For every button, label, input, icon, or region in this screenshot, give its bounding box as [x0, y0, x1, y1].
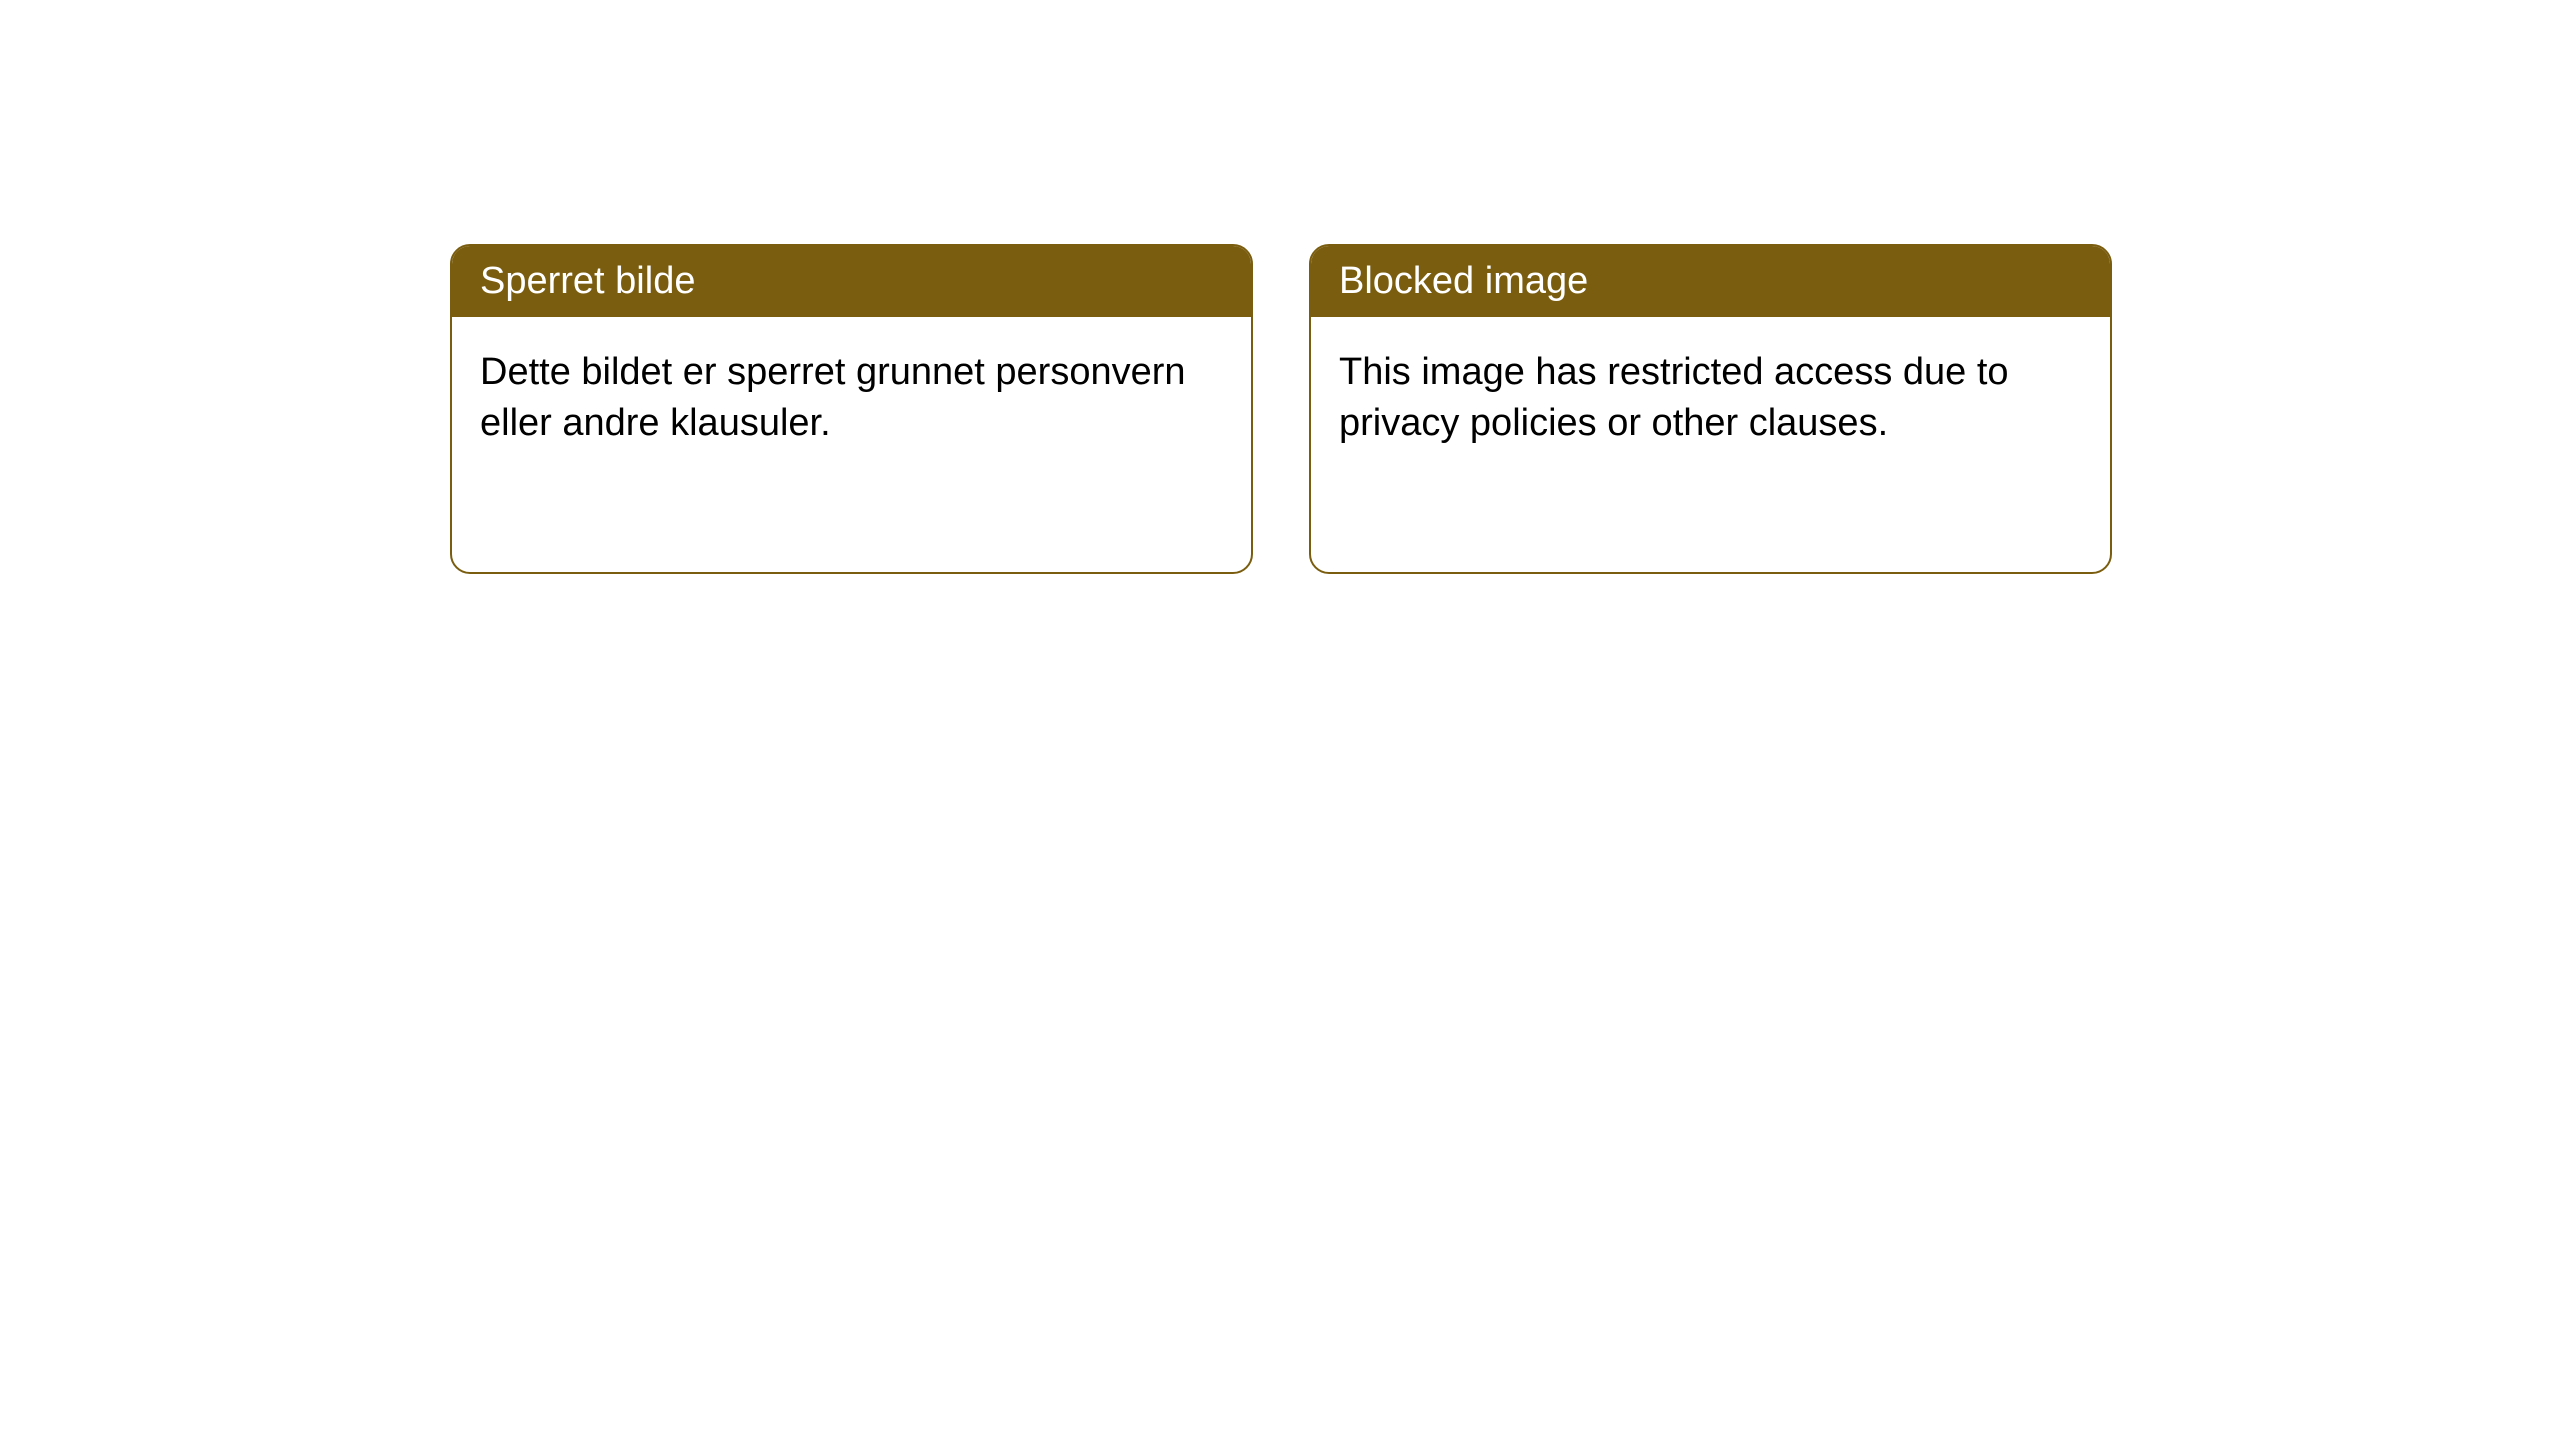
card-body-norwegian: Dette bildet er sperret grunnet personve… [452, 317, 1251, 480]
notice-card-norwegian: Sperret bilde Dette bildet er sperret gr… [450, 244, 1253, 574]
card-title: Blocked image [1339, 260, 1588, 302]
card-header-norwegian: Sperret bilde [452, 246, 1251, 317]
notice-cards-container: Sperret bilde Dette bildet er sperret gr… [450, 244, 2112, 574]
card-header-english: Blocked image [1311, 246, 2110, 317]
card-body-text: Dette bildet er sperret grunnet personve… [480, 351, 1186, 444]
card-body-text: This image has restricted access due to … [1339, 351, 2009, 444]
card-body-english: This image has restricted access due to … [1311, 317, 2110, 480]
card-title: Sperret bilde [480, 260, 695, 302]
notice-card-english: Blocked image This image has restricted … [1309, 244, 2112, 574]
